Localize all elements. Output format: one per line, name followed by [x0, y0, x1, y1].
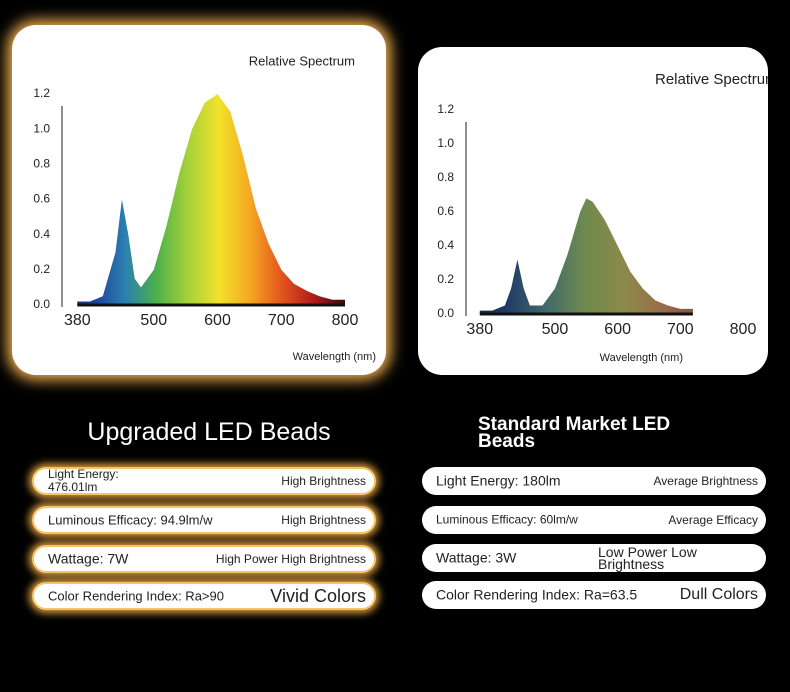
x-tick-label: 700 [667, 321, 694, 338]
spec-label: Wattage: 3W [436, 549, 517, 566]
x-axis-label: Wavelength (nm) [600, 352, 683, 364]
x-tick-label: 800 [730, 321, 757, 338]
spec-note: Dull Colors [679, 586, 758, 603]
y-tick-label: 0.6 [437, 204, 454, 218]
spec-label: Light Energy: 180lm [436, 472, 561, 489]
y-tick-label: 0.2 [33, 262, 50, 276]
spec-row: Wattage: 7W High Power High Brightness [32, 545, 376, 573]
spec-label: Light Energy: 476.01lm [48, 467, 119, 494]
y-tick-label: 0.2 [437, 272, 454, 286]
y-tick-label: 1.0 [437, 136, 454, 150]
spec-row: Wattage: 3W Low Power Low Brightness [422, 544, 766, 572]
spec-note: High Brightness [281, 513, 366, 527]
x-axis-label: Wavelength (nm) [293, 351, 376, 363]
y-tick-label: 1.2 [33, 86, 50, 100]
spec-label: Color Rendering Index: Ra>90 [48, 588, 224, 604]
spec-note: High Brightness [281, 474, 366, 488]
spectrum-area [77, 94, 346, 305]
chart: Relative Spectrum Wavelength (nm) 0.0 0.2 0.… [437, 71, 768, 364]
spec-row: Luminous Efficacy: 94.9lm/w High Brightne… [32, 506, 376, 534]
spec-row: Light Energy: 180lm Average Brightness [422, 467, 766, 495]
chart-title: Relative Spectrum [249, 53, 355, 68]
spec-label: Wattage: 7W [48, 550, 129, 567]
spec-row: Color Rendering Index: Ra>90 Vivid Colors [32, 582, 376, 610]
x-tick-label: 380 [466, 321, 493, 338]
spec-row: Light Energy: 476.01lm High Brightness [32, 467, 376, 495]
y-tick-label: 1.2 [437, 102, 454, 116]
chart: Relative Spectrum Wavelength (nm) 0.0 0.2 0.… [33, 53, 376, 363]
spec-note: Low Power Low Brightness [598, 544, 697, 572]
heading: Standard Market LED Beads [478, 414, 671, 452]
y-tick-label: 1.0 [33, 121, 50, 135]
spec-note: High Power High Brightness [215, 552, 366, 566]
y-tick-label: 0.4 [437, 238, 454, 252]
spec-note: Average Efficacy [668, 513, 758, 527]
x-tick-label: 600 [604, 321, 631, 338]
heading: Upgraded LED Beads [87, 418, 331, 446]
y-tick-label: 0.6 [33, 192, 50, 206]
y-tick-label: 0.4 [33, 227, 50, 241]
y-tick-label: 0.8 [437, 170, 454, 184]
chart-card: Relative Spectrum Wavelength (nm) 0.0 0.2 0.… [418, 47, 768, 375]
x-tick-label: 700 [268, 312, 295, 329]
spec-label: Luminous Efficacy: 60lm/w [436, 512, 578, 527]
spec-note: Average Brightness [653, 474, 758, 488]
x-tick-label: 500 [140, 312, 167, 329]
x-tick-label: 500 [542, 321, 569, 338]
chart-title: Relative Spectrum [655, 71, 768, 88]
x-tick-label: 380 [64, 312, 91, 329]
chart-card: Relative Spectrum Wavelength (nm) 0.0 0.2 0.… [12, 25, 386, 375]
spec-label: Luminous Efficacy: 94.9lm/w [48, 512, 213, 528]
y-tick-label: 0.0 [33, 297, 50, 311]
spec-row: Luminous Efficacy: 60lm/w Average Efficac… [422, 506, 766, 534]
spec-label: Color Rendering Index: Ra=63.5 [436, 586, 638, 603]
spec-note: Vivid Colors [270, 586, 366, 606]
y-tick-label: 0.0 [437, 306, 454, 320]
y-tick-label: 0.8 [33, 157, 50, 171]
spec-row: Color Rendering Index: Ra=63.5 Dull Color… [422, 581, 766, 609]
spectrum-area [479, 198, 693, 314]
x-tick-label: 600 [204, 312, 231, 329]
x-tick-label: 800 [332, 312, 359, 329]
